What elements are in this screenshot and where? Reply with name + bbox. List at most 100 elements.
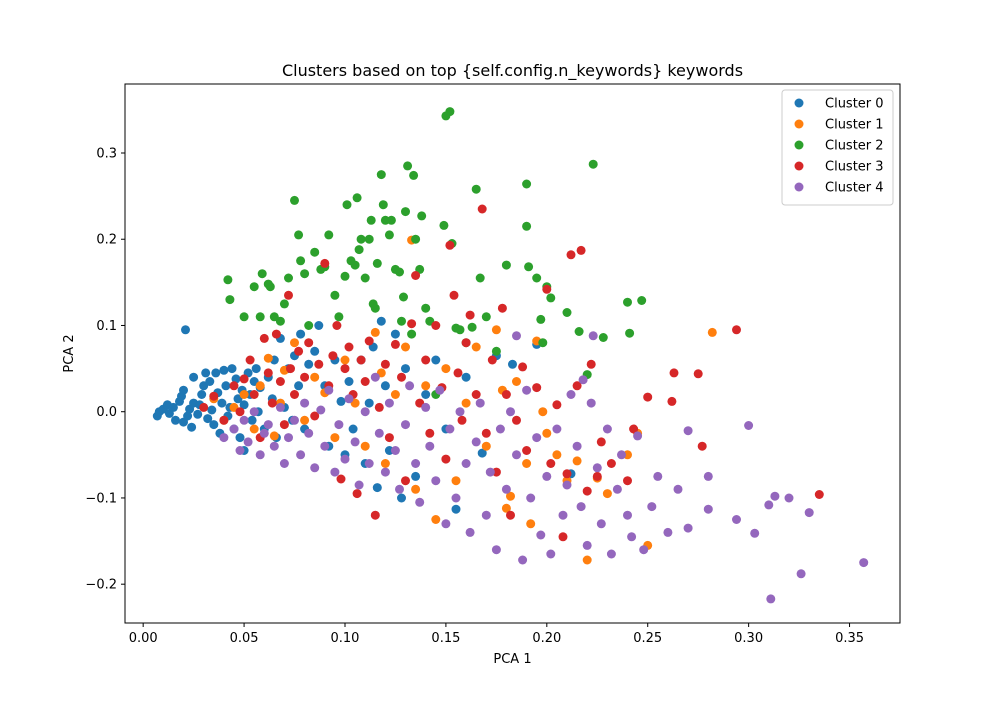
data-point xyxy=(612,484,622,494)
data-point xyxy=(352,193,362,203)
data-point xyxy=(475,273,485,283)
data-point xyxy=(411,234,421,244)
chart-title: Clusters based on top {self.config.n_key… xyxy=(282,61,743,81)
data-point xyxy=(401,420,410,430)
data-point xyxy=(219,433,229,443)
data-point xyxy=(804,508,814,518)
y-tick-label: 0.2 xyxy=(96,233,117,248)
data-point xyxy=(314,359,324,369)
data-point xyxy=(330,467,340,477)
data-point xyxy=(796,569,806,579)
data-point xyxy=(471,342,481,352)
data-point xyxy=(344,342,354,352)
data-point xyxy=(372,258,382,268)
data-point xyxy=(340,355,350,365)
data-point xyxy=(284,290,293,300)
data-point xyxy=(279,420,289,430)
data-point xyxy=(235,446,245,455)
data-point xyxy=(501,484,511,494)
data-point xyxy=(606,459,616,468)
data-point xyxy=(653,471,663,481)
data-point xyxy=(421,402,431,412)
data-point xyxy=(269,431,279,441)
data-point xyxy=(243,437,253,447)
data-point xyxy=(364,336,374,346)
data-point xyxy=(257,269,267,279)
data-point xyxy=(296,329,306,339)
legend-label: Cluster 2 xyxy=(825,139,884,154)
data-point xyxy=(199,402,209,412)
data-point xyxy=(284,273,293,283)
data-point xyxy=(582,540,592,550)
data-point xyxy=(421,355,431,365)
data-point xyxy=(435,385,445,395)
data-point xyxy=(562,308,572,317)
data-point xyxy=(354,245,364,255)
data-point xyxy=(181,325,190,335)
data-point xyxy=(245,355,255,365)
data-point xyxy=(407,319,417,329)
data-point xyxy=(409,170,419,180)
data-point xyxy=(205,377,215,386)
data-point xyxy=(501,390,511,399)
y-axis: −0.2 −0.1 0.0 0.1 0.2 0.3 xyxy=(85,146,125,593)
data-point xyxy=(320,441,330,451)
x-tick-label: 0.05 xyxy=(230,631,259,646)
data-point xyxy=(572,456,582,466)
data-point xyxy=(386,215,396,225)
data-point xyxy=(411,484,421,494)
data-point xyxy=(477,448,487,458)
data-point xyxy=(501,503,511,513)
data-point xyxy=(395,267,404,277)
data-point xyxy=(380,359,390,369)
data-point xyxy=(239,400,249,410)
data-point xyxy=(558,510,568,520)
data-point xyxy=(453,368,463,378)
data-point xyxy=(219,365,229,375)
data-point xyxy=(316,405,326,415)
data-point xyxy=(465,310,475,320)
data-point xyxy=(401,476,410,486)
data-point xyxy=(683,523,693,533)
data-point xyxy=(320,258,330,268)
data-point xyxy=(374,428,384,438)
data-point xyxy=(275,316,285,326)
data-point xyxy=(639,545,649,555)
data-point xyxy=(370,510,380,520)
data-point xyxy=(330,290,340,300)
data-point xyxy=(586,359,596,369)
data-point xyxy=(673,484,683,494)
data-point xyxy=(189,372,199,382)
data-point xyxy=(231,374,241,384)
data-point xyxy=(364,459,374,468)
data-point xyxy=(445,240,455,250)
data-point xyxy=(384,230,394,240)
data-point xyxy=(431,515,441,524)
data-point xyxy=(546,459,556,468)
data-point xyxy=(491,545,501,555)
data-point xyxy=(360,273,370,283)
data-point xyxy=(572,381,582,391)
data-point xyxy=(481,441,491,451)
data-point xyxy=(425,441,435,451)
data-point xyxy=(294,346,304,356)
data-point xyxy=(334,312,344,322)
data-point xyxy=(617,450,626,460)
data-point xyxy=(512,377,521,386)
points-layer xyxy=(152,107,869,604)
data-point xyxy=(461,459,471,468)
data-point xyxy=(360,441,370,451)
x-tick-label: 0.25 xyxy=(633,631,662,646)
data-point xyxy=(445,424,455,434)
data-point xyxy=(566,250,576,260)
data-point xyxy=(370,372,380,382)
data-point xyxy=(372,483,382,493)
data-point xyxy=(279,299,289,309)
data-point xyxy=(625,328,635,338)
data-point xyxy=(203,414,213,424)
data-point xyxy=(193,409,203,419)
x-tick-label: 0.35 xyxy=(835,631,864,646)
data-point xyxy=(506,510,515,520)
data-point xyxy=(286,364,295,374)
data-point xyxy=(380,381,390,391)
